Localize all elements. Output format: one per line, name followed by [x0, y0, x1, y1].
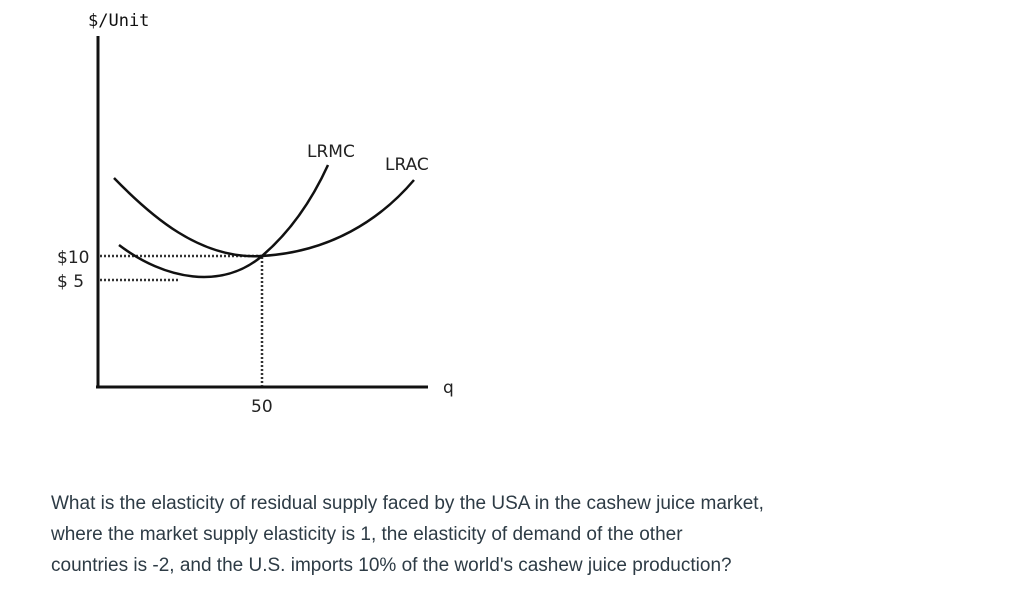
x-axis-label: q — [443, 378, 454, 398]
lrac-label: LRAC — [385, 155, 429, 175]
y-axis-label: $/Unit — [88, 11, 149, 31]
question-text: What is the elasticity of residual suppl… — [51, 488, 881, 581]
question-line: countries is -2, and the U.S. imports 10… — [51, 555, 732, 576]
lrmc-curve — [118, 164, 330, 279]
question-line: where the market supply elasticity is 1,… — [51, 524, 683, 545]
lrmc-label: LRMC — [307, 142, 355, 162]
quantity-50-label: 50 — [251, 397, 273, 417]
lrac-curve — [113, 177, 415, 258]
cost-curves-diagram: $/Unit LRMC LRAC $10 $ 5 50 q — [57, 11, 454, 417]
question-line: What is the elasticity of residual suppl… — [51, 493, 764, 514]
price-10-label: $10 — [57, 248, 89, 268]
price-5-label: $ 5 — [57, 272, 84, 292]
